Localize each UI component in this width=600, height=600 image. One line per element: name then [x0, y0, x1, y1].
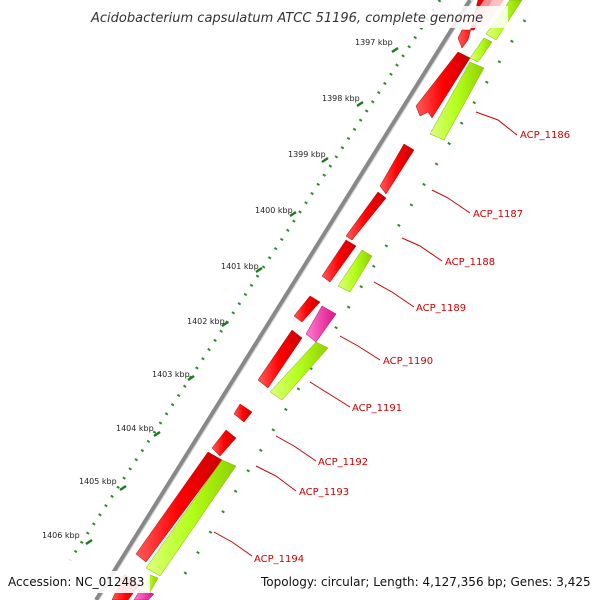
- gene-label: ACP_1193: [299, 487, 349, 498]
- gene-label: ACP_1191: [352, 403, 402, 414]
- gene-feature[interactable]: [211, 429, 237, 457]
- topology-label: Topology: circular; Length: 4,127,356 bp…: [260, 575, 591, 589]
- tick-label: 1400 kbp: [255, 206, 293, 215]
- gene-feature[interactable]: [337, 249, 373, 293]
- gene-label: ACP_1189: [416, 303, 466, 314]
- gene-label: ACP_1192: [318, 457, 368, 468]
- backbone-arc: [94, 0, 472, 600]
- tick-label: 1401 kbp: [221, 262, 259, 271]
- gene-feature[interactable]: [469, 37, 493, 63]
- gene-label: ACP_1194: [254, 554, 304, 565]
- gene-feature[interactable]: [257, 329, 303, 389]
- accession-label: Accession: NC_012483: [8, 575, 144, 589]
- footer-backdrop: [4, 571, 150, 593]
- forward-cds-track: [111, 0, 493, 600]
- reverse-cds-track: [139, 0, 523, 593]
- tick-label: 1399 kbp: [288, 150, 326, 159]
- tick-label: 1397 kbp: [355, 38, 393, 47]
- tick-label: 1404 kbp: [116, 424, 154, 433]
- gene-feature[interactable]: [305, 305, 337, 343]
- title-backdrop: [88, 6, 508, 28]
- gene-feature[interactable]: [293, 295, 321, 323]
- footer-backdrop: [256, 571, 596, 593]
- gene-label: ACP_1187: [473, 209, 523, 220]
- gene-label: ACP_1186: [520, 130, 570, 141]
- gene-label: ACP_1188: [445, 257, 495, 268]
- gene-label: ACP_1190: [383, 356, 433, 367]
- gene-feature[interactable]: [345, 191, 387, 241]
- tick-ring-dots: [68, 0, 442, 561]
- tick-label: 1402 kbp: [187, 317, 225, 326]
- leader-lines: [213, 111, 518, 557]
- backbone-arc-highlight: [98, 0, 474, 600]
- gene-feature[interactable]: [145, 459, 237, 577]
- gene-feature[interactable]: [233, 403, 253, 423]
- tick-label: 1406 kbp: [42, 531, 80, 540]
- major-ticks: [85, 46, 399, 546]
- tick-label: 1403 kbp: [152, 370, 190, 379]
- gene-feature[interactable]: [379, 143, 415, 195]
- gene-feature[interactable]: [135, 451, 223, 563]
- page-title: Acidobacterium capsulatum ATCC 51196, co…: [90, 11, 483, 26]
- tick-label: 1405 kbp: [79, 477, 117, 486]
- tick-label: 1398 kbp: [322, 94, 360, 103]
- inner-ring-dots: [173, 19, 527, 591]
- gene-feature[interactable]: [321, 239, 357, 283]
- gene-feature[interactable]: [429, 61, 485, 141]
- gene-feature[interactable]: [269, 341, 329, 401]
